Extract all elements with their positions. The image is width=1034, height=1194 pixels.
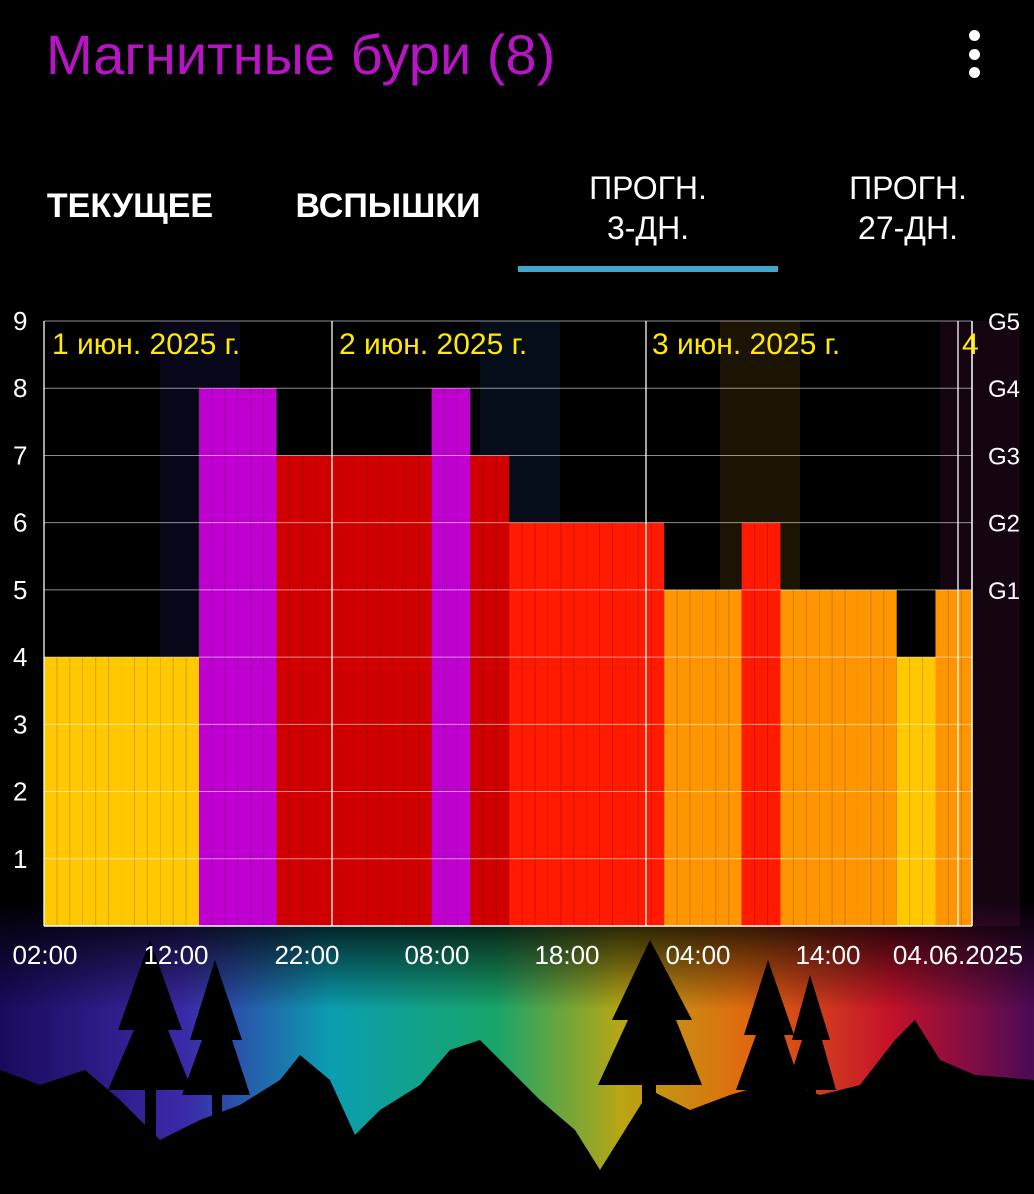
kp-bar	[857, 589, 897, 926]
x-tick-label: 08:00	[404, 940, 469, 970]
x-tick-label: 14:00	[795, 940, 860, 970]
x-tick-label: 22:00	[274, 940, 339, 970]
x-tick-label: 02:00	[12, 940, 77, 970]
x-tick-label: 04:00	[665, 940, 730, 970]
y-tick-label: 3	[13, 709, 27, 739]
x-tick-label: 04.06.2025	[893, 940, 1023, 970]
tab-flares[interactable]: ВСПЫШКИ	[295, 187, 481, 225]
tab-forecast-27-day[interactable]: ПРОГН. 27-ДН.	[849, 170, 967, 246]
kp-bar	[276, 455, 316, 926]
y-tick-label: 7	[13, 440, 27, 470]
g-scale-label: G2	[988, 511, 1020, 538]
mountain-silhouette	[0, 1020, 1034, 1194]
tab-forecast-3-day[interactable]: ПРОГН. 3-ДН.	[589, 170, 707, 246]
g-scale-label: G1	[988, 578, 1020, 605]
tree-silhouettes	[108, 940, 836, 1140]
kp-bar	[819, 589, 858, 926]
g-scale-label: G3	[988, 443, 1020, 470]
g-scale-label: G5	[988, 309, 1020, 336]
kp-bar	[664, 589, 703, 926]
y-tick-label: 4	[13, 642, 27, 672]
y-tick-label: 1	[13, 844, 27, 874]
tab-current[interactable]: ТЕКУЩЕЕ	[46, 187, 214, 225]
day-label: 2 июн. 2025 г.	[339, 328, 527, 361]
kp-bar	[470, 455, 510, 926]
g-scale-label: G4	[988, 376, 1020, 403]
day-label: 3 июн. 2025 г.	[652, 328, 840, 361]
x-tick-label: 12:00	[143, 940, 208, 970]
kp-bar	[702, 589, 742, 926]
more-vert-icon[interactable]	[952, 26, 996, 82]
kp-bar	[354, 455, 393, 926]
y-tick-label: 5	[13, 575, 27, 605]
y-tick-label: 6	[13, 508, 27, 538]
y-tick-label: 2	[13, 777, 27, 807]
y-tick-label: 9	[13, 306, 27, 336]
day-label: 4	[962, 328, 979, 361]
active-tab-indicator	[518, 266, 778, 272]
y-tick-label: 8	[13, 373, 27, 403]
kp-bar	[315, 455, 355, 926]
day-label: 1 июн. 2025 г.	[52, 328, 240, 361]
kp-bar	[935, 589, 972, 926]
kp-bar	[780, 589, 820, 926]
app-title: Магнитные бури (8)	[46, 23, 556, 86]
kp-bar	[392, 455, 432, 926]
x-tick-label: 18:00	[534, 940, 599, 970]
